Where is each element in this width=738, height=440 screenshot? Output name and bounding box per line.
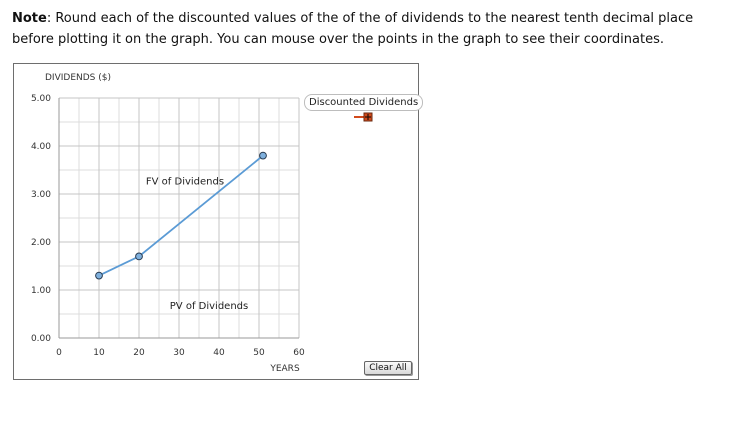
y-tick-label: 0.00 xyxy=(31,334,51,344)
instruction-note: Note: Round each of the discounted value… xyxy=(12,8,727,50)
y-tick-label: 3.00 xyxy=(31,190,51,200)
data-point[interactable] xyxy=(95,271,103,280)
x-tick-label: 10 xyxy=(93,348,105,358)
annotation-label: PV of Dividends xyxy=(170,301,248,312)
note-text: : Round each of the discounted values of… xyxy=(12,11,694,47)
x-axis-title: YEARS xyxy=(269,364,300,374)
legend-discounted-dividends[interactable]: Discounted Dividends xyxy=(304,94,424,111)
line-chart[interactable]: 0 10 20 30 40 50 60 0.00 1.00 2.00 3.00 4.00 5.00 DIV… xyxy=(14,64,418,379)
y-tick-label: 4.00 xyxy=(31,142,51,152)
data-point[interactable] xyxy=(135,252,143,261)
graph-panel: 0 10 20 30 40 50 60 0.00 1.00 2.00 3.00 4.00 5.00 DIV… xyxy=(13,63,424,380)
annotation-label: FV of Dividends xyxy=(146,176,224,187)
x-tick-label: 50 xyxy=(253,348,265,358)
y-tick-label: 2.00 xyxy=(31,238,51,248)
x-tick-label: 0 xyxy=(56,348,62,358)
x-tick-label: 20 xyxy=(133,348,145,358)
y-tick-label: 1.00 xyxy=(31,286,51,296)
y-axis-title: DIVIDENDS ($) xyxy=(45,73,111,83)
x-tick-label: 60 xyxy=(293,348,305,358)
data-point[interactable] xyxy=(259,151,267,160)
x-tick-label: 30 xyxy=(173,348,185,358)
y-tick-label: 5.00 xyxy=(31,94,51,104)
series-line xyxy=(98,154,264,277)
note-label: Note xyxy=(12,11,47,26)
x-tick-label: 40 xyxy=(213,348,225,358)
discounted-dividends-tool-icon[interactable] xyxy=(352,111,376,123)
clear-all-button[interactable]: Clear All xyxy=(364,361,412,375)
